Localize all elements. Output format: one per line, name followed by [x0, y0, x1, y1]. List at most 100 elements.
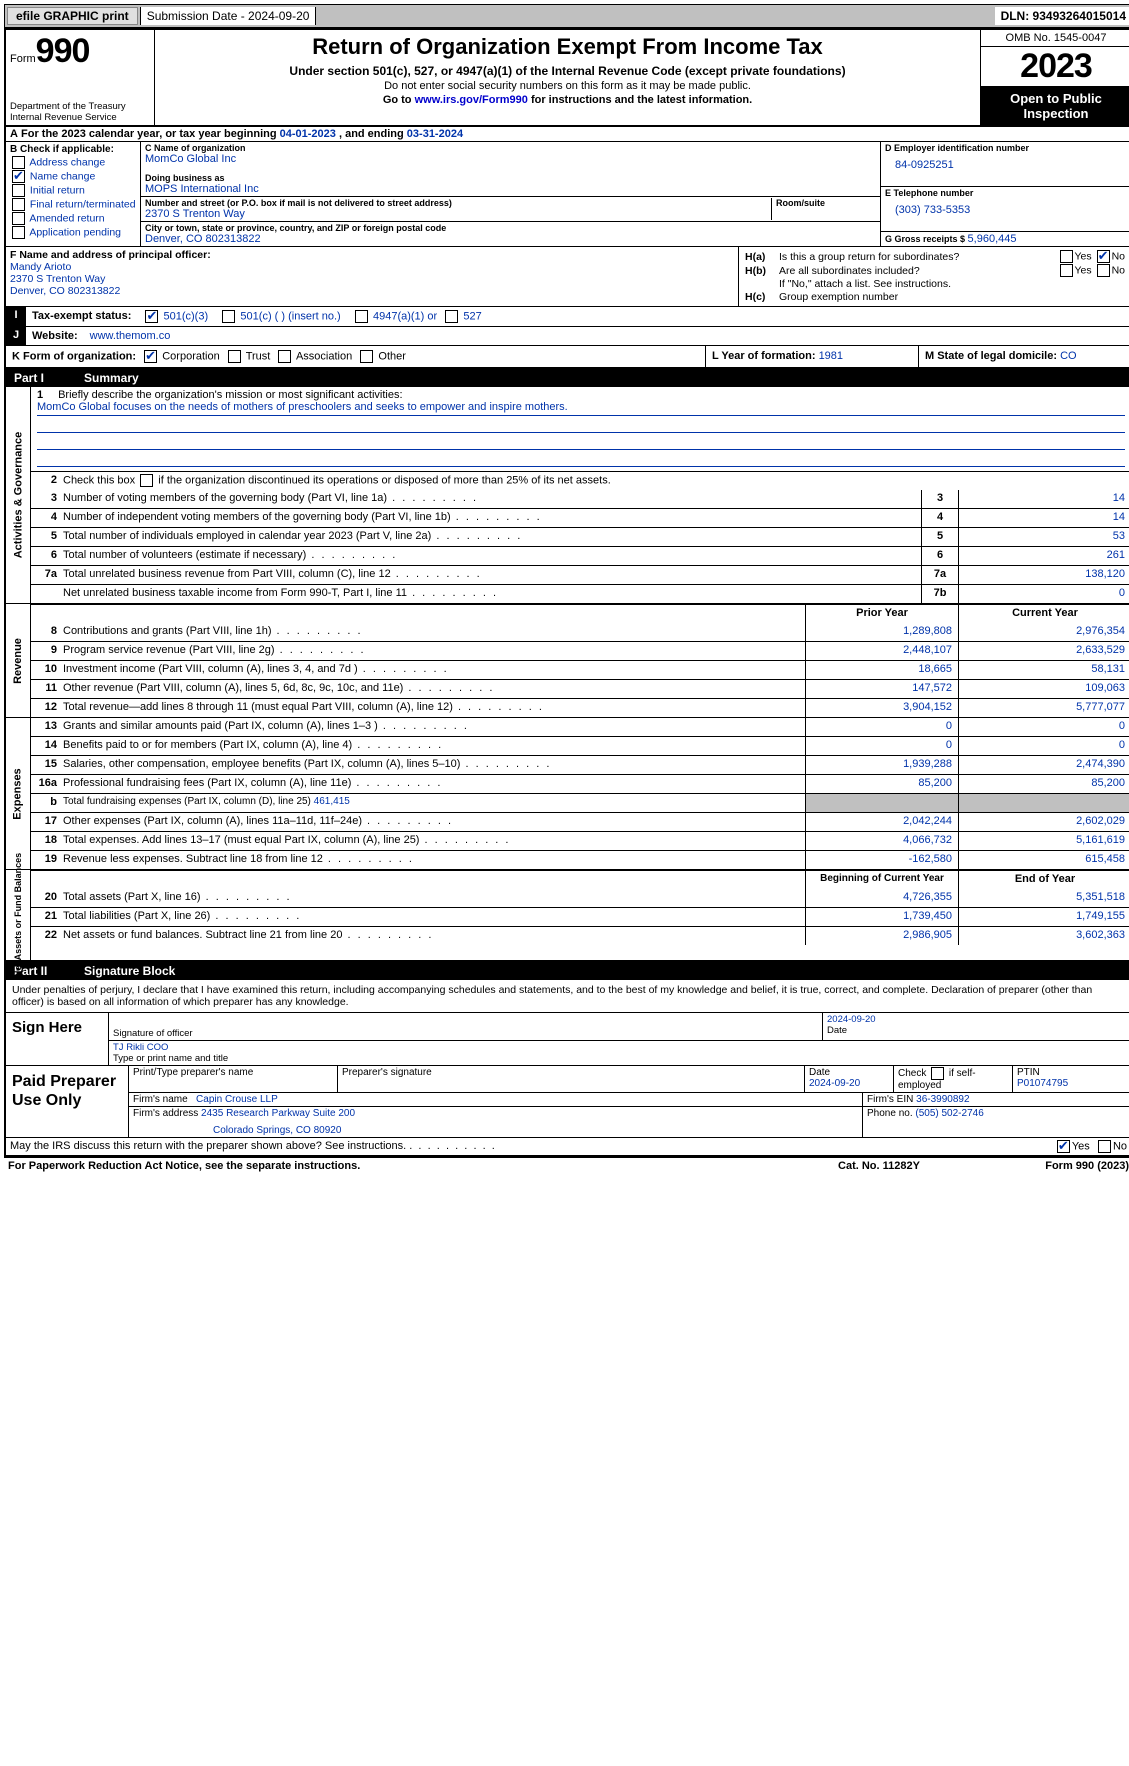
box-h: H(a) Is this a group return for subordin… [739, 247, 1129, 306]
gov-row-6: 6Total number of volunteers (estimate if… [31, 546, 1129, 565]
firm-ein: 36-3990892 [916, 1094, 969, 1105]
net-row-21: 21Total liabilities (Part X, line 26)1,7… [31, 907, 1129, 926]
header-right: OMB No. 1545-0047 2023 Open to Public In… [980, 30, 1129, 125]
preparer-date: 2024-09-20 [809, 1078, 889, 1089]
check-initial-return[interactable]: Initial return [10, 184, 136, 197]
fh-block: F Name and address of principal officer:… [6, 247, 1129, 307]
rev-row-8: 8Contributions and grants (Part VIII, li… [31, 623, 1129, 641]
net-assets-tab: Net Assets or Fund Balances [6, 870, 31, 960]
firm-addr2: Colorado Springs, CO 80920 [133, 1119, 858, 1136]
city-state-zip: Denver, CO 802313822 [145, 233, 876, 245]
officer-typed-name: TJ Rikli COO [113, 1042, 1127, 1053]
governance-section: Activities & Governance 1 Briefly descri… [6, 387, 1129, 604]
form-outer: Form990 Department of the Treasury Inter… [4, 28, 1129, 1158]
h-a-yesno[interactable]: Yes No [1058, 250, 1126, 263]
perjury-statement: Under penalties of perjury, I declare th… [6, 980, 1129, 1013]
open-to-public: Open to Public Inspection [981, 86, 1129, 125]
page-footer: For Paperwork Reduction Act Notice, see … [4, 1158, 1129, 1174]
line-2: 2 Check this box if the organization dis… [31, 471, 1129, 490]
check-final-return[interactable]: Final return/terminated [10, 198, 136, 211]
omb-number: OMB No. 1545-0047 [981, 30, 1129, 47]
netassets-header-row: Beginning of Current Year End of Year [31, 870, 1129, 889]
officer-street: 2370 S Trenton Way [10, 273, 734, 285]
dept-label: Department of the Treasury [10, 101, 126, 112]
exp-row-b: bTotal fundraising expenses (Part IX, co… [31, 793, 1129, 812]
part-1-header: Part I Summary [6, 369, 1129, 387]
sign-here-block: Sign Here Signature of officer 2024-09-2… [6, 1013, 1129, 1066]
form-number: 990 [36, 32, 90, 70]
rev-row-10: 10Investment income (Part VIII, column (… [31, 660, 1129, 679]
revenue-section: Revenue Prior Year Current Year 8Contrib… [6, 604, 1129, 718]
paid-preparer-block: Paid Preparer Use Only Print/Type prepar… [6, 1066, 1129, 1138]
firm-phone: (505) 502-2746 [915, 1108, 983, 1119]
exp-row-17: 17Other expenses (Part IX, column (A), l… [31, 812, 1129, 831]
h-b-yesno[interactable]: Yes No [1058, 264, 1126, 277]
top-toolbar: efile GRAPHIC print Submission Date - 20… [4, 4, 1129, 28]
discuss-yesno[interactable]: Yes No [1055, 1140, 1127, 1153]
header-left: Form990 Department of the Treasury Inter… [6, 30, 155, 125]
box-b: B Check if applicable: Address change Na… [6, 142, 141, 246]
tax-exempt-options[interactable]: 501(c)(3) 501(c) ( ) (insert no.) 4947(a… [137, 307, 1129, 326]
ptin: P01074795 [1017, 1078, 1127, 1089]
gross-receipts: 5,960,445 [968, 233, 1017, 245]
dba-name: MOPS International Inc [145, 183, 876, 195]
form-title: Return of Organization Exempt From Incom… [163, 34, 972, 60]
governance-tab: Activities & Governance [6, 387, 31, 603]
expenses-section: Expenses 13Grants and similar amounts pa… [6, 718, 1129, 870]
form-prefix: Form [10, 53, 36, 65]
check-name-change[interactable]: Name change [10, 170, 136, 183]
gov-row-5: 5Total number of individuals employed in… [31, 527, 1129, 546]
form-header: Form990 Department of the Treasury Inter… [6, 30, 1129, 127]
expenses-tab: Expenses [6, 718, 31, 869]
tax-year: 2023 [981, 47, 1129, 86]
gov-row-3: 3Number of voting members of the governi… [31, 490, 1129, 508]
paid-preparer-label: Paid Preparer Use Only [6, 1066, 129, 1137]
box-de: D Employer identification number 84-0925… [881, 142, 1129, 246]
submission-date: Submission Date - 2024-09-20 [140, 7, 317, 25]
efile-print-button[interactable]: efile GRAPHIC print [7, 7, 138, 25]
mission-block: 1 Briefly describe the organization's mi… [31, 387, 1129, 471]
exp-row-14: 14Benefits paid to or for members (Part … [31, 736, 1129, 755]
box-j: J Website: www.themom.co [6, 327, 1129, 346]
firm-name: Capin Crouse LLP [196, 1094, 278, 1105]
check-address-change[interactable]: Address change [10, 156, 136, 169]
paperwork-notice: For Paperwork Reduction Act Notice, see … [8, 1160, 779, 1172]
sign-here-label: Sign Here [6, 1013, 109, 1065]
irs-link[interactable]: www.irs.gov/Form990 [415, 94, 528, 106]
entity-block: B Check if applicable: Address change Na… [6, 142, 1129, 247]
box-klm: K Form of organization: Corporation Trus… [6, 346, 1129, 369]
form-subtitle1: Under section 501(c), 527, or 4947(a)(1)… [163, 64, 972, 78]
dln-label: DLN: 93493264015014 [995, 7, 1129, 25]
gov-row-4: 4Number of independent voting members of… [31, 508, 1129, 527]
box-m: M State of legal domicile: CO [918, 346, 1129, 367]
net-row-22: 22Net assets or fund balances. Subtract … [31, 926, 1129, 945]
mission-text: MomCo Global focuses on the needs of mot… [37, 401, 1125, 416]
exp-row-13: 13Grants and similar amounts paid (Part … [31, 718, 1129, 736]
tax-period-row: A For the 2023 calendar year, or tax yea… [6, 127, 1129, 142]
form-subtitle2: Do not enter social security numbers on … [163, 80, 972, 92]
rev-row-12: 12Total revenue—add lines 8 through 11 (… [31, 698, 1129, 717]
check-application-pending[interactable]: Application pending [10, 226, 136, 239]
street-address: 2370 S Trenton Way [145, 208, 771, 220]
net-row-20: 20Total assets (Part X, line 16)4,726,35… [31, 889, 1129, 907]
revenue-tab: Revenue [6, 604, 31, 717]
gov-row-7b: Net unrelated business taxable income fr… [31, 584, 1129, 603]
exp-row-15: 15Salaries, other compensation, employee… [31, 755, 1129, 774]
phone: (303) 733-5353 [885, 198, 1127, 222]
part-2-header: Part II Signature Block [6, 962, 1129, 980]
rev-row-11: 11Other revenue (Part VIII, column (A), … [31, 679, 1129, 698]
self-employed-check[interactable]: Check if self-employed [894, 1066, 1013, 1092]
box-l: L Year of formation: 1981 [705, 346, 918, 367]
discontinued-checkbox[interactable] [140, 474, 153, 487]
form-footer: Form 990 (2023) [979, 1160, 1129, 1172]
check-amended-return[interactable]: Amended return [10, 212, 136, 225]
firm-addr1: 2435 Research Parkway Suite 200 [201, 1108, 355, 1119]
revenue-header-row: Prior Year Current Year [31, 604, 1129, 623]
form-subtitle3: Go to www.irs.gov/Form990 for instructio… [163, 94, 972, 106]
exp-row-18: 18Total expenses. Add lines 13–17 (must … [31, 831, 1129, 850]
box-i: I Tax-exempt status: 501(c)(3) 501(c) ( … [6, 307, 1129, 327]
officer-name: Mandy Arioto [10, 261, 734, 273]
officer-city: Denver, CO 802313822 [10, 285, 734, 297]
box-k[interactable]: K Form of organization: Corporation Trus… [6, 346, 705, 367]
discuss-row: May the IRS discuss this return with the… [6, 1138, 1129, 1156]
